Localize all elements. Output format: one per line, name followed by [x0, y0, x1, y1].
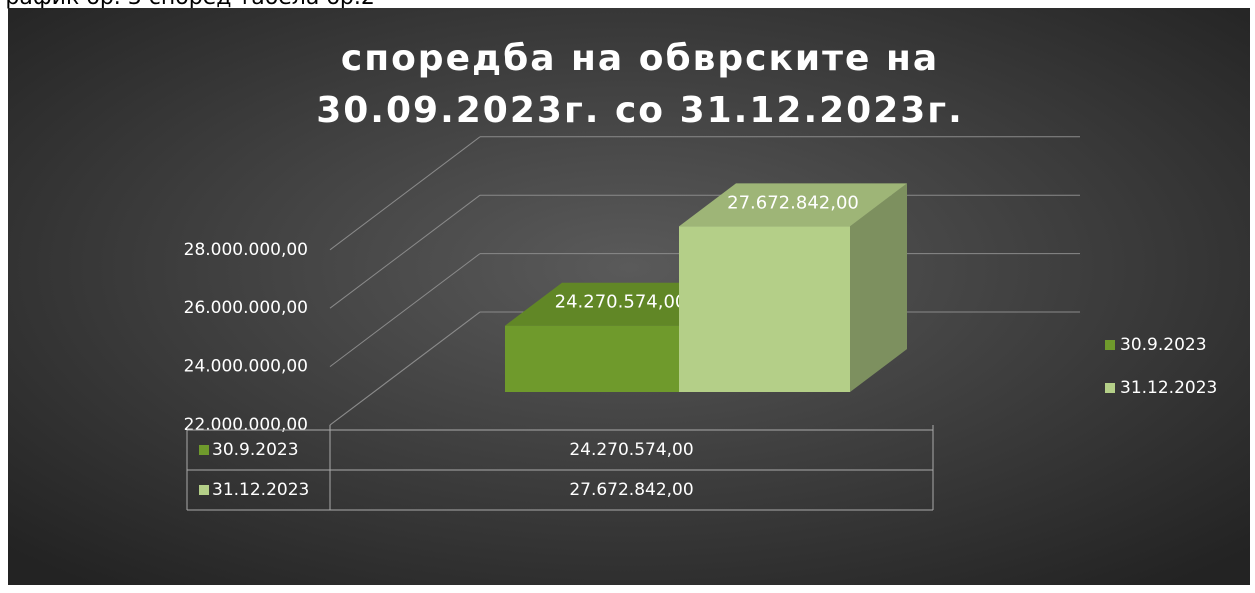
legend-key [1105, 340, 1115, 350]
grid-line [329, 253, 481, 367]
legend-label: 31.12.2023 [1120, 378, 1217, 398]
bar-top-shade [505, 282, 736, 326]
bar-side-shade [850, 183, 907, 392]
data-label: 27.672.842,00 [727, 192, 859, 213]
chart-title: споредба на обврските на [341, 38, 939, 79]
legend-key [199, 485, 209, 495]
table-series-name: 31.12.2023 [212, 480, 309, 500]
y-tick-label: 26.000.000,00 [184, 298, 308, 318]
bar-side [850, 183, 907, 392]
y-tick-label: 24.000.000,00 [184, 357, 308, 377]
caption: График бр. 3 според табела бр.2 [0, 0, 375, 10]
table-value: 27.672.842,00 [569, 480, 693, 500]
legend-label: 30.9.2023 [1120, 335, 1207, 355]
grid-line [329, 194, 481, 309]
table-value: 24.270.574,00 [569, 440, 693, 460]
table-series-name: 30.9.2023 [212, 440, 299, 460]
bar-top [679, 183, 907, 227]
y-tick-label: 28.000.000,00 [184, 240, 308, 260]
bar-top-shade [679, 183, 907, 227]
grid-line [329, 311, 481, 426]
data-label: 24.270.574,00 [555, 292, 687, 313]
legend-key [1105, 383, 1115, 393]
legend-key [199, 445, 209, 455]
bar-front [679, 226, 850, 392]
bar-front [505, 325, 679, 392]
bar [679, 183, 907, 392]
bar-top [505, 282, 736, 326]
y-tick-label: 22.000.000,00 [184, 415, 308, 435]
grid-line [329, 136, 481, 251]
chart-title: 30.09.2023г. со 31.12.2023г. [316, 90, 964, 131]
